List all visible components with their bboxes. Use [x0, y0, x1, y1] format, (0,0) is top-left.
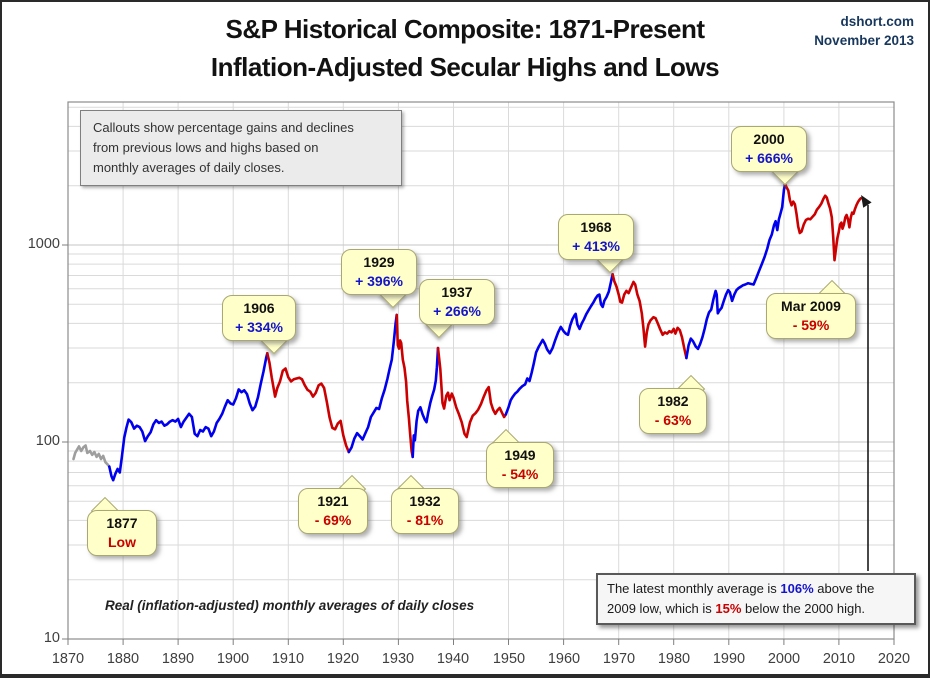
callout-value: + 334% [235, 319, 283, 335]
callout-value: - 54% [501, 466, 539, 482]
callout-value: + 396% [355, 273, 403, 289]
footnote: Real (inflation-adjusted) monthly averag… [105, 598, 475, 613]
x-tick-label-1910: 1910 [271, 651, 305, 667]
chart-title: S&P Historical Composite: 1871-Present I… [2, 10, 928, 86]
callout-bubble: Mar 2009 - 59% [766, 293, 856, 339]
chart-title-line2: Inflation-Adjusted Secular Highs and Low… [210, 52, 720, 82]
x-tick-label-2000: 2000 [767, 651, 801, 667]
callout-year: 1877 [106, 515, 138, 531]
series-bull-1932-1937 [411, 346, 440, 459]
series-initial-1871-1877 [72, 444, 111, 468]
x-tick-label-1990: 1990 [712, 651, 746, 667]
y-tick-label-10: 10 [43, 630, 60, 646]
series-bull-1921-1929 [347, 313, 399, 454]
y-tick-label-100: 100 [35, 433, 60, 449]
x-tick-label-1950: 1950 [492, 651, 526, 667]
callout-year: 1982 [657, 393, 689, 409]
series-bull-1877-1906 [108, 351, 269, 482]
callout-value: - 59% [792, 317, 830, 333]
callout-year: 1921 [317, 493, 349, 509]
callout-bubble: 1932 - 81% [391, 488, 459, 534]
callout-bubble: 2000 + 666% [731, 126, 807, 172]
x-tick-label-1870: 1870 [51, 651, 85, 667]
series-bear-1937-1949 [436, 346, 508, 439]
series-bull-1982-2000 [685, 182, 787, 360]
callout-1877: 1877 Low [87, 496, 157, 556]
attribution-source: dshort.com [840, 14, 914, 29]
callout-year: 1968 [580, 219, 612, 235]
callout-year: 1906 [243, 300, 275, 316]
x-tick-label-1890: 1890 [161, 651, 195, 667]
x-tick-label-1970: 1970 [602, 651, 636, 667]
callout-bubble: 1949 - 54% [486, 442, 554, 488]
callout-bubble: 1982 - 63% [639, 388, 707, 434]
attribution-date: November 2013 [814, 33, 914, 48]
callout-2000: 2000 + 666% [731, 126, 807, 186]
x-tick-label-1920: 1920 [326, 651, 360, 667]
legend-note-box: Callouts show percentage gains and decli… [80, 110, 402, 186]
callout-bubble: 1929 + 396% [341, 249, 417, 295]
note-line-3: monthly averages of daily closes. [93, 160, 285, 175]
info-text-3: below the 2000 high. [741, 601, 866, 616]
callout-year: 1949 [504, 447, 536, 463]
callout-1968: 1968 + 413% [558, 214, 634, 274]
series-bull-1949-1968 [504, 272, 614, 416]
info-gain-pct: 106% [780, 581, 814, 596]
series-bear-2000-2013 [783, 182, 863, 262]
chart-title-line1: S&P Historical Composite: 1871-Present [225, 14, 705, 44]
callout-1949: 1949 - 54% [486, 428, 554, 488]
callout-1937: 1937 + 266% [419, 279, 495, 339]
callout-value: + 666% [745, 150, 793, 166]
info-loss-pct: 15% [715, 601, 742, 616]
attribution: dshort.com November 2013 [814, 12, 914, 50]
callout-value: - 69% [314, 512, 352, 528]
latest-point-arrowhead-icon [861, 195, 872, 208]
y-tick-label-1000: 1000 [27, 236, 60, 252]
note-line-1: Callouts show percentage gains and decli… [93, 120, 354, 135]
callout-bubble: 1937 + 266% [419, 279, 495, 325]
x-tick-label-2010: 2010 [822, 651, 856, 667]
x-tick-label-2020: 2020 [877, 651, 911, 667]
callout-year: 1932 [409, 493, 441, 509]
callout-1932: 1932 - 81% [391, 474, 459, 534]
callout-bubble: 1877 Low [87, 510, 157, 556]
callout-mar-2009: Mar 2009 - 59% [766, 279, 856, 339]
latest-info-box: The latest monthly average is 106% above… [596, 573, 916, 625]
x-tick-label-1940: 1940 [436, 651, 470, 667]
series-bear-1929-1932 [395, 313, 415, 459]
callout-value: + 413% [572, 238, 620, 254]
info-text-1: The latest monthly average is [607, 581, 781, 596]
series-bear-1968-1982 [611, 272, 688, 360]
callout-1929: 1929 + 396% [341, 249, 417, 309]
callout-year: 1929 [363, 254, 395, 270]
callout-1921: 1921 - 69% [298, 474, 368, 534]
x-tick-label-1900: 1900 [216, 651, 250, 667]
callout-bubble: 1968 + 413% [558, 214, 634, 260]
callout-value: - 81% [406, 512, 444, 528]
callout-1982: 1982 - 63% [639, 374, 707, 434]
x-tick-label-1930: 1930 [381, 651, 415, 667]
note-line-2: from previous lows and highs based on [93, 140, 319, 155]
x-tick-label-1980: 1980 [657, 651, 691, 667]
callout-1906: 1906 + 334% [222, 295, 296, 355]
callout-year: 2000 [753, 131, 785, 147]
callout-year: 1937 [441, 284, 473, 300]
plot-border [67, 101, 895, 640]
x-tick-label-1880: 1880 [106, 651, 140, 667]
callout-bubble: 1921 - 69% [298, 488, 368, 534]
callout-value: Low [108, 534, 136, 550]
x-tick-label-1960: 1960 [547, 651, 581, 667]
callout-value: + 266% [433, 303, 481, 319]
callout-value: - 63% [654, 412, 692, 428]
callout-year: Mar 2009 [781, 298, 841, 314]
series-bear-1906-1921 [265, 351, 351, 454]
callout-bubble: 1906 + 334% [222, 295, 296, 341]
info-text-2: above the 2009 low, which is [607, 581, 875, 616]
